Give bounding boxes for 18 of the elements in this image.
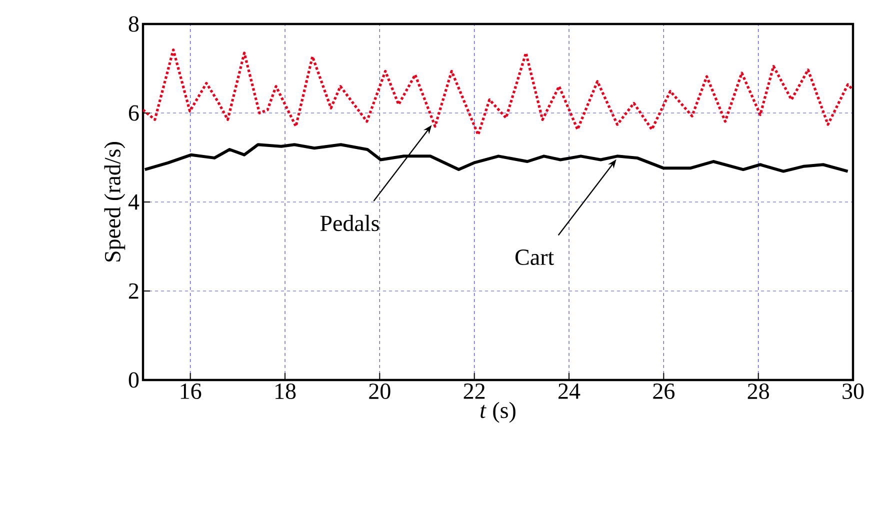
x-tick-label: 24 [558,384,580,399]
x-tick-label: 26 [653,384,674,399]
x-axis-title: t (s) [480,402,516,423]
x-tick-label: 20 [369,384,390,400]
y-axis-title: Speed (rad/s) [104,142,126,262]
y-tick-label: 4 [128,194,140,210]
x-tick-label: 18 [276,384,296,400]
y-tick-label: 6 [128,105,139,121]
y-tick-label: 8 [128,16,139,32]
annotation: Pedals [320,214,379,232]
x-tick-label: 22 [464,384,485,399]
line-series [143,48,854,136]
y-tick-label: 2 [128,283,138,299]
x-tick-label: 16 [180,384,202,399]
x-tick-label: 28 [748,384,769,400]
x-tick-label: 30 [842,384,864,400]
annotation: Cart [515,250,554,266]
y-tick-label: 0 [128,372,139,388]
